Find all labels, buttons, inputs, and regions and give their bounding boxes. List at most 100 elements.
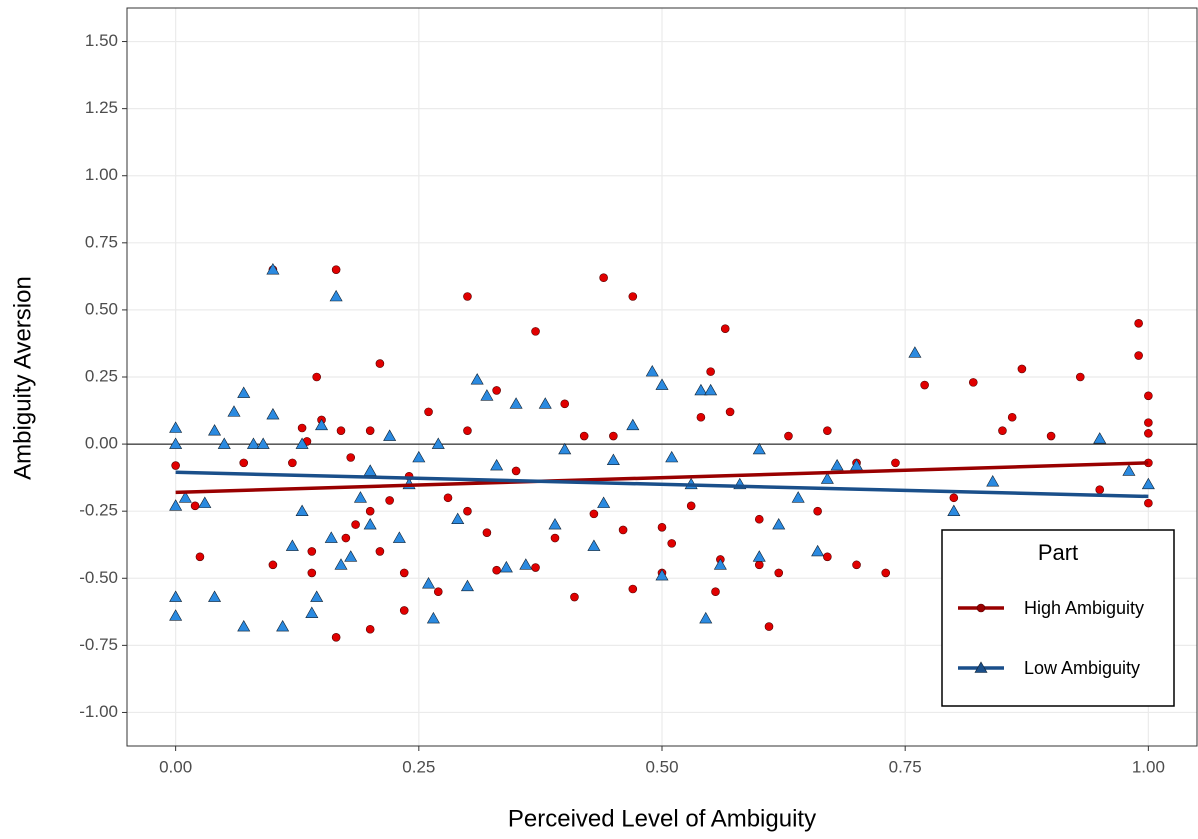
- point: [334, 558, 348, 570]
- point: [208, 590, 222, 602]
- y-tick-label: 0.00: [85, 434, 118, 453]
- legend-title: Part: [1038, 540, 1078, 565]
- point: [772, 517, 786, 530]
- point: [285, 539, 299, 551]
- point: [490, 458, 504, 471]
- point: [365, 426, 375, 435]
- point: [365, 506, 375, 516]
- y-tick-label: -1.00: [79, 702, 118, 721]
- point: [813, 506, 822, 516]
- point: [426, 611, 440, 624]
- point: [353, 491, 367, 503]
- legend-marker: [976, 603, 986, 613]
- point: [764, 622, 774, 631]
- point: [424, 407, 433, 417]
- point: [463, 292, 472, 301]
- point: [324, 531, 338, 543]
- legend-box: [941, 529, 1175, 707]
- point: [558, 442, 572, 455]
- point: [609, 431, 618, 441]
- point: [606, 453, 620, 465]
- point: [198, 496, 212, 508]
- point: [706, 367, 715, 376]
- plot-border: [126, 7, 1198, 747]
- y-axis-label: Ambiguity Aversion: [9, 276, 36, 480]
- point: [908, 346, 922, 358]
- y-tick-label: 1.25: [85, 98, 118, 117]
- point: [713, 558, 727, 570]
- point: [560, 399, 570, 409]
- point: [548, 517, 562, 530]
- point: [811, 544, 825, 557]
- point: [1134, 319, 1143, 328]
- point: [470, 373, 484, 385]
- legend-marker: [974, 661, 988, 673]
- point: [509, 397, 523, 409]
- point: [618, 525, 628, 535]
- point: [237, 619, 251, 632]
- point: [998, 426, 1007, 435]
- point: [288, 458, 297, 468]
- point: [986, 475, 1000, 487]
- point: [1007, 412, 1017, 422]
- point: [628, 292, 638, 301]
- point: [667, 539, 677, 548]
- point: [295, 504, 309, 516]
- point: [190, 501, 200, 511]
- point: [433, 587, 443, 596]
- point: [645, 365, 659, 377]
- point: [881, 568, 891, 578]
- point: [947, 504, 961, 516]
- point: [480, 389, 494, 401]
- point: [310, 590, 324, 602]
- point: [628, 584, 638, 594]
- point: [312, 372, 321, 382]
- point: [655, 378, 669, 390]
- point: [297, 423, 307, 433]
- point: [550, 533, 560, 543]
- point: [266, 407, 280, 420]
- point: [704, 383, 718, 396]
- point: [599, 273, 608, 283]
- point: [331, 633, 341, 642]
- point: [169, 437, 183, 449]
- y-tick-label: 1.00: [85, 165, 118, 184]
- point: [305, 606, 319, 618]
- point: [276, 619, 290, 632]
- point: [1141, 477, 1155, 490]
- point: [365, 624, 375, 634]
- point: [266, 263, 280, 275]
- point: [169, 499, 183, 511]
- point: [399, 606, 409, 615]
- point: [307, 568, 317, 578]
- point: [626, 418, 640, 431]
- point: [1017, 364, 1027, 374]
- legend-label: Low Ambiguity: [1024, 658, 1140, 678]
- fit-line: [175, 470, 1149, 499]
- point: [531, 563, 540, 572]
- point: [784, 431, 793, 441]
- point: [169, 421, 183, 433]
- point: [422, 577, 436, 589]
- point: [579, 431, 589, 441]
- point: [460, 579, 474, 592]
- point: [171, 461, 180, 470]
- point: [1093, 432, 1107, 444]
- point: [463, 506, 472, 516]
- point: [1144, 498, 1153, 508]
- point: [587, 539, 601, 551]
- point: [655, 568, 669, 581]
- y-tick-label: 1.50: [85, 31, 118, 50]
- point: [363, 517, 377, 530]
- point: [1095, 485, 1105, 495]
- point: [725, 407, 735, 417]
- point: [665, 450, 679, 463]
- point: [195, 552, 205, 562]
- point: [443, 493, 453, 503]
- point: [696, 412, 706, 422]
- point: [307, 547, 317, 556]
- point: [346, 453, 356, 462]
- point: [208, 424, 222, 436]
- point: [711, 587, 720, 596]
